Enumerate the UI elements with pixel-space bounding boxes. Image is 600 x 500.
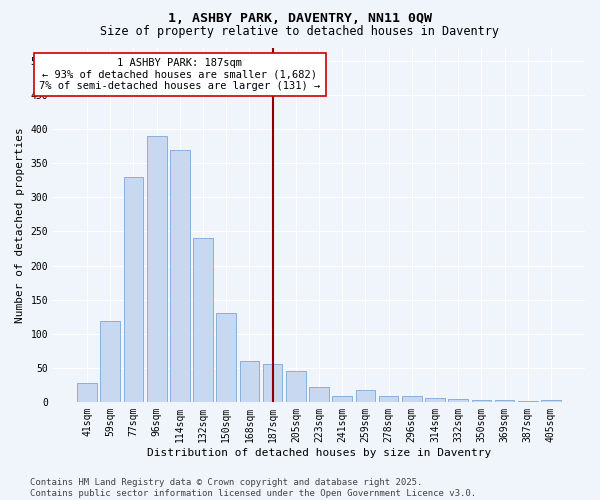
Bar: [239, 361, 259, 402]
Bar: [379, 396, 398, 402]
Bar: [425, 398, 445, 402]
Bar: [147, 136, 167, 402]
Bar: [356, 390, 375, 402]
Text: 1 ASHBY PARK: 187sqm
← 93% of detached houses are smaller (1,682)
7% of semi-det: 1 ASHBY PARK: 187sqm ← 93% of detached h…: [39, 58, 320, 91]
Bar: [124, 177, 143, 402]
Bar: [402, 396, 422, 402]
Bar: [495, 400, 514, 402]
Bar: [77, 383, 97, 402]
Text: 1, ASHBY PARK, DAVENTRY, NN11 0QW: 1, ASHBY PARK, DAVENTRY, NN11 0QW: [168, 12, 432, 26]
Bar: [518, 401, 538, 402]
Bar: [309, 387, 329, 402]
Bar: [286, 371, 305, 402]
Bar: [472, 400, 491, 402]
Bar: [332, 396, 352, 402]
Bar: [217, 313, 236, 402]
Y-axis label: Number of detached properties: Number of detached properties: [15, 127, 25, 322]
X-axis label: Distribution of detached houses by size in Daventry: Distribution of detached houses by size …: [147, 448, 491, 458]
Bar: [170, 150, 190, 402]
Bar: [263, 364, 283, 402]
Bar: [193, 238, 213, 402]
Text: Contains HM Land Registry data © Crown copyright and database right 2025.
Contai: Contains HM Land Registry data © Crown c…: [30, 478, 476, 498]
Bar: [541, 400, 561, 402]
Bar: [448, 399, 468, 402]
Text: Size of property relative to detached houses in Daventry: Size of property relative to detached ho…: [101, 25, 499, 38]
Bar: [100, 322, 120, 402]
